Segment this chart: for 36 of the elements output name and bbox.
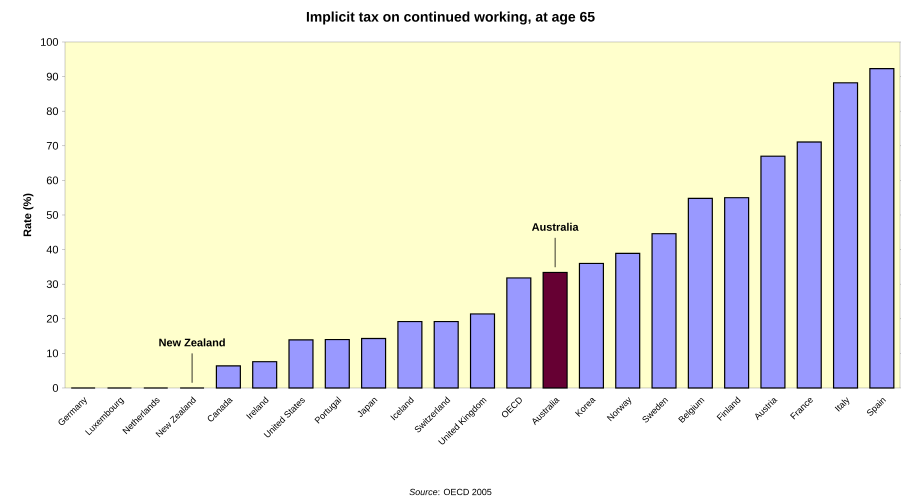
bar <box>470 313 496 389</box>
y-axis-title: Rate (%) <box>23 194 34 236</box>
bar <box>506 277 532 389</box>
text: Source: OECD 2005 <box>409 488 492 496</box>
bar <box>361 338 386 389</box>
bar <box>724 197 750 389</box>
y-tick-label: 80 <box>46 107 58 116</box>
bar <box>869 68 894 389</box>
y-tick-label: 100 <box>41 38 58 46</box>
annotation: New Zealand <box>159 338 225 346</box>
y-tick-label: 50 <box>46 211 58 219</box>
bar <box>216 365 241 389</box>
x-tick-label: Italy <box>834 397 850 412</box>
y-tick-label: 20 <box>46 314 58 323</box>
bar <box>796 141 822 389</box>
y-tick-label: 40 <box>46 246 58 254</box>
y-tick-label: 60 <box>46 176 58 184</box>
bar <box>324 338 350 389</box>
bar <box>252 361 278 389</box>
bar <box>578 262 604 389</box>
bar <box>397 320 422 389</box>
y-tick-label: 70 <box>46 142 58 150</box>
y-tick-label: 90 <box>46 72 58 80</box>
bar <box>832 82 858 389</box>
bar <box>542 272 568 389</box>
bar <box>615 252 640 389</box>
bar <box>760 156 786 389</box>
bar <box>434 320 459 389</box>
bar <box>288 339 314 389</box>
y-tick-label: 30 <box>46 280 58 288</box>
bar <box>651 233 677 389</box>
chart-title: Implicit tax on continued working, at age 65 <box>306 11 595 25</box>
y-tick-label: 0 <box>52 384 58 392</box>
bar <box>688 198 713 389</box>
annotation: Australia <box>532 222 579 231</box>
y-tick-label: 10 <box>47 350 58 358</box>
